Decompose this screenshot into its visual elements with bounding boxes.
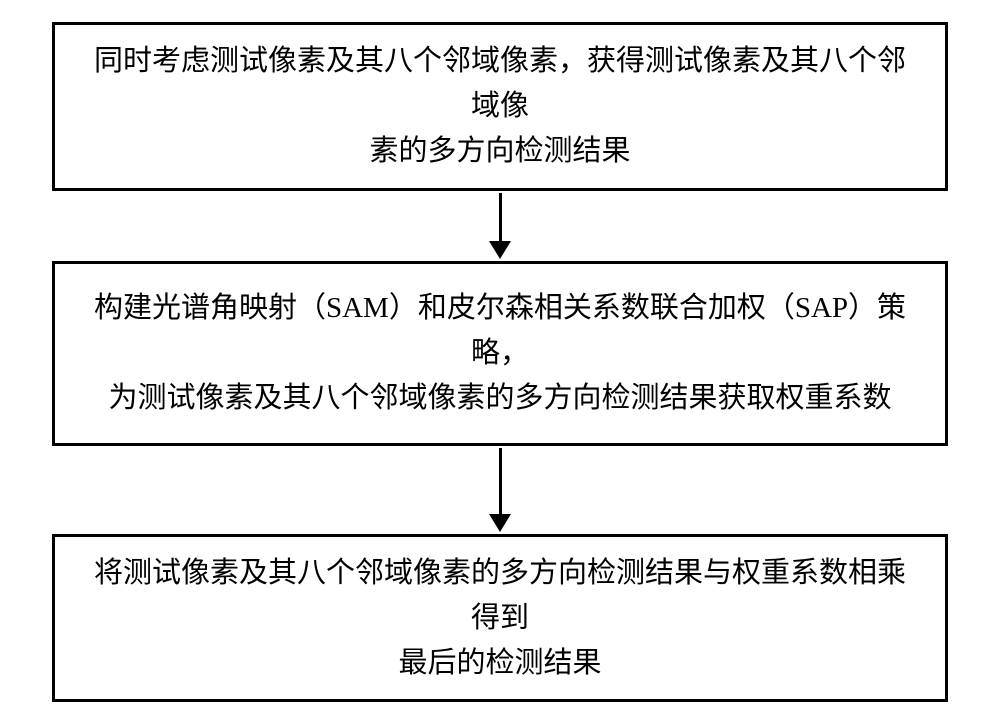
flow-step-1-line-1: 同时考虑测试像素及其八个邻域像素，获得测试像素及其八个邻域像 bbox=[94, 45, 906, 122]
arrow-1-head-icon bbox=[489, 241, 511, 259]
flow-step-2-line-2: 为测试像素及其八个邻域像素的多方向检测结果获取权重系数 bbox=[108, 382, 891, 414]
flow-step-1: 同时考虑测试像素及其八个邻域像素，获得测试像素及其八个邻域像 素的多方向检测结果 bbox=[52, 22, 948, 191]
arrow-1-line bbox=[499, 193, 502, 241]
flow-step-3-line-2: 最后的检测结果 bbox=[398, 647, 601, 679]
flow-step-1-line-2: 素的多方向检测结果 bbox=[369, 135, 630, 167]
flow-step-3-line-1: 将测试像素及其八个邻域像素的多方向检测结果与权重系数相乘得到 bbox=[94, 557, 906, 634]
arrow-2-head-icon bbox=[489, 514, 511, 532]
flow-step-3: 将测试像素及其八个邻域像素的多方向检测结果与权重系数相乘得到 最后的检测结果 bbox=[52, 534, 948, 702]
flowchart-container: 同时考虑测试像素及其八个邻域像素，获得测试像素及其八个邻域像 素的多方向检测结果… bbox=[50, 22, 950, 702]
arrow-2-line bbox=[499, 448, 502, 514]
flow-step-2-line-1: 构建光谱角映射（SAM）和皮尔森相关系数联合加权（SAP）策略， bbox=[94, 292, 906, 369]
flow-step-2: 构建光谱角映射（SAM）和皮尔森相关系数联合加权（SAP）策略， 为测试像素及其… bbox=[52, 261, 948, 446]
arrow-2 bbox=[489, 446, 511, 534]
arrow-1 bbox=[489, 191, 511, 261]
